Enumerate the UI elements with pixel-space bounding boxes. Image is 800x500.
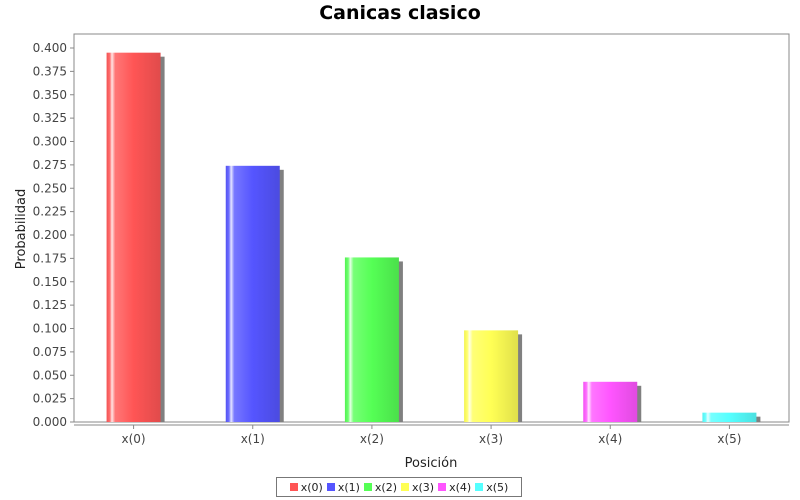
legend-swatch [438, 483, 447, 491]
y-tick-label: 0.250 [33, 181, 67, 195]
bar-series [106, 52, 761, 423]
x-axis: x(0) x(1) x(2) x(3) x(4) x(5) [122, 425, 741, 446]
x-tick-label: x(3) [479, 432, 503, 446]
legend-item: x(5) [475, 481, 508, 494]
chart-title: Canicas clasico [319, 2, 481, 24]
legend-swatch [326, 483, 335, 491]
bar-x2 [344, 257, 399, 422]
bar-x1 [225, 165, 280, 422]
legend-item: x(3) [401, 481, 434, 494]
legend-label: x(5) [486, 480, 509, 494]
y-tick-label: 0.125 [33, 298, 67, 312]
plot-area [73, 33, 790, 423]
bar-x5 [702, 412, 757, 422]
bar-x4 [583, 381, 638, 422]
x-tick-label: x(5) [717, 432, 741, 446]
legend-swatch [289, 483, 298, 491]
y-tick-label: 0.350 [33, 88, 67, 102]
y-tick-label: 0.300 [33, 135, 67, 149]
legend-item: x(1) [326, 480, 360, 494]
legend-item: x(0) [289, 480, 323, 494]
y-tick-label: 0.275 [33, 158, 67, 172]
y-tick-label: 0.375 [33, 64, 67, 78]
y-tick-label: 0.050 [33, 368, 67, 382]
y-tick-label: 0.100 [33, 322, 67, 336]
legend-item: x(4) [438, 481, 471, 494]
legend-label: x(4) [449, 480, 472, 494]
x-tick-label: x(4) [598, 432, 622, 446]
legend-item: x(2) [363, 480, 397, 494]
bar-x0 [106, 52, 161, 423]
y-tick-label: 0.175 [33, 251, 67, 265]
y-tick-label: 0.150 [33, 275, 67, 289]
legend-swatch [475, 483, 484, 491]
y-tick-label: 0.225 [33, 205, 67, 219]
y-tick-label: 0.025 [33, 392, 67, 406]
y-tick-label: 0.000 [33, 415, 67, 429]
legend-label: x(3) [412, 480, 435, 494]
legend-label: x(0) [300, 480, 323, 494]
y-tick-label: 0.400 [33, 41, 67, 55]
legend: x(0) x(1) x(2) x(3) x(4) x(5) [276, 477, 522, 497]
bar-x3 [464, 330, 519, 422]
y-tick-label: 0.075 [33, 345, 67, 359]
y-axis-title: Probabilidad [14, 189, 29, 269]
legend-label: x(1) [337, 480, 360, 494]
y-axis: 0.000 0.025 0.050 0.075 0.100 0.125 0.150 0.175… [33, 41, 74, 429]
legend-swatch [401, 483, 409, 491]
x-tick-label: x(1) [241, 432, 265, 446]
legend-swatch [363, 483, 372, 491]
legend-label: x(2) [374, 480, 397, 494]
x-tick-label: x(0) [122, 432, 146, 446]
y-tick-label: 0.200 [33, 228, 67, 242]
y-tick-label: 0.325 [33, 111, 67, 125]
x-axis-title: Posición [405, 456, 458, 471]
x-tick-label: x(2) [360, 432, 384, 446]
